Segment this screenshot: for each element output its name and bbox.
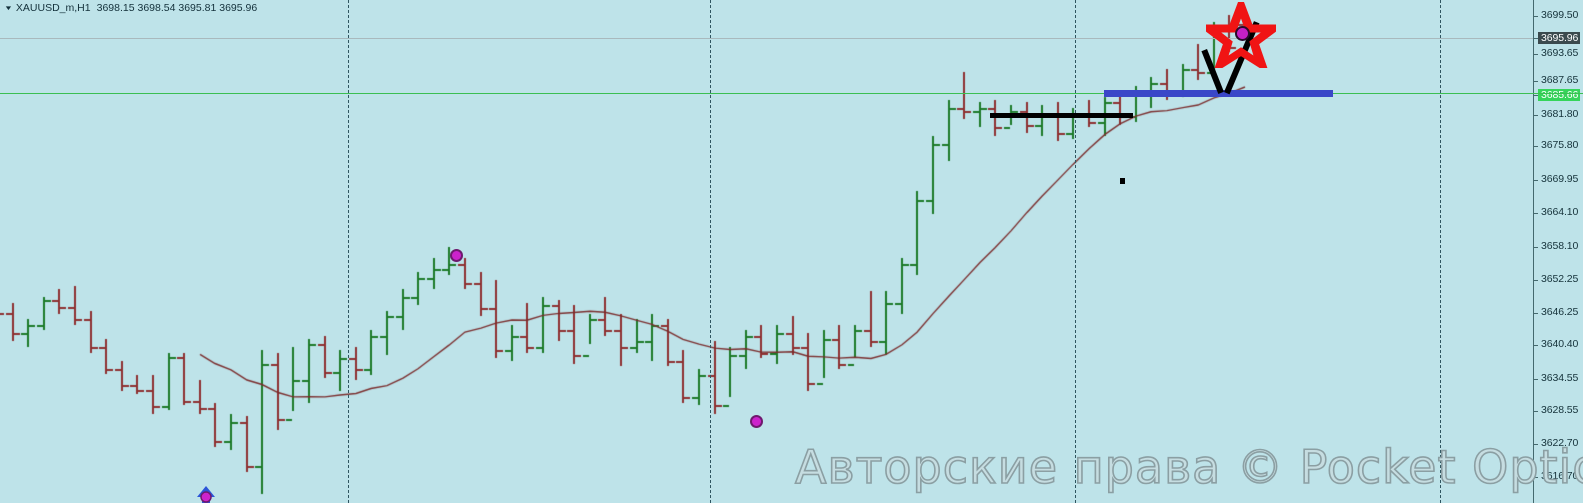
level-price-label: 3685.66 bbox=[1538, 89, 1581, 101]
price-tick bbox=[1534, 313, 1538, 314]
vertical-gridline bbox=[1075, 0, 1076, 503]
price-tick bbox=[1534, 247, 1538, 248]
watermark-text: Авторские права © Pocket Option bbox=[794, 439, 1583, 495]
symbol-period-label: XAUUSD_m,H1 bbox=[15, 2, 91, 14]
price-axis-label: 3681.80 bbox=[1541, 108, 1579, 120]
price-axis-label: 3687.65 bbox=[1541, 74, 1579, 86]
price-tick bbox=[1534, 280, 1538, 281]
price-tick bbox=[1534, 180, 1538, 181]
price-axis-label: 3675.80 bbox=[1541, 139, 1579, 151]
price-tick bbox=[1534, 213, 1538, 214]
chart-plot-area[interactable] bbox=[0, 0, 1533, 503]
price-tick bbox=[1534, 115, 1538, 116]
collapse-caret-icon[interactable]: ▼ bbox=[4, 4, 13, 12]
price-scale[interactable]: 3699.50 3695.96 3693.65 3687.65 3685.66 3681.… bbox=[1533, 0, 1583, 503]
price-tick bbox=[1534, 411, 1538, 412]
ohlc-quote-label: 3698.15 3698.54 3695.81 3695.96 bbox=[96, 2, 258, 14]
price-axis-label: 3640.40 bbox=[1541, 338, 1579, 350]
price-axis-label: 3669.95 bbox=[1541, 173, 1579, 185]
price-axis-label: 3693.65 bbox=[1541, 47, 1579, 59]
buy-arrow-icon[interactable] bbox=[194, 486, 218, 503]
price-axis-label: 3652.25 bbox=[1541, 273, 1579, 285]
ohlc-chart-canvas[interactable] bbox=[0, 0, 1533, 503]
price-level-line bbox=[0, 93, 1583, 95]
entry-dot-2[interactable] bbox=[750, 415, 763, 428]
price-axis-label: 3634.55 bbox=[1541, 372, 1579, 384]
horizontal-gridline bbox=[0, 38, 1533, 39]
vertical-gridline bbox=[348, 0, 349, 503]
vertical-gridline bbox=[710, 0, 711, 503]
price-axis-label: 3664.10 bbox=[1541, 206, 1579, 218]
star-center-dot[interactable] bbox=[1235, 26, 1250, 41]
price-axis-label: 3616.70 bbox=[1541, 470, 1579, 482]
price-tick bbox=[1534, 81, 1538, 82]
cursor-marker bbox=[1120, 178, 1125, 184]
price-tick bbox=[1534, 54, 1538, 55]
resistance-line[interactable] bbox=[990, 112, 1133, 118]
price-tick bbox=[1534, 95, 1538, 96]
price-tick bbox=[1534, 146, 1538, 147]
vertical-gridline bbox=[1440, 0, 1441, 503]
price-axis-label: 3646.25 bbox=[1541, 306, 1579, 318]
current-price-label: 3695.96 bbox=[1538, 32, 1581, 44]
price-tick bbox=[1534, 379, 1538, 380]
price-tick bbox=[1534, 345, 1538, 346]
chart-header: ▼ XAUUSD_m,H1 3698.15 3698.54 3695.81 3695… bbox=[4, 2, 257, 14]
price-tick bbox=[1534, 444, 1538, 445]
price-tick bbox=[1534, 38, 1538, 39]
price-tick bbox=[1534, 16, 1538, 17]
star-marker-icon[interactable] bbox=[1196, 0, 1286, 75]
price-axis-label: 3699.50 bbox=[1541, 9, 1579, 21]
price-axis-label: 3628.55 bbox=[1541, 404, 1579, 416]
price-axis-label: 3658.10 bbox=[1541, 240, 1579, 252]
entry-dot-1[interactable] bbox=[450, 249, 463, 262]
price-axis-label: 3622.70 bbox=[1541, 437, 1579, 449]
price-tick bbox=[1534, 477, 1538, 478]
